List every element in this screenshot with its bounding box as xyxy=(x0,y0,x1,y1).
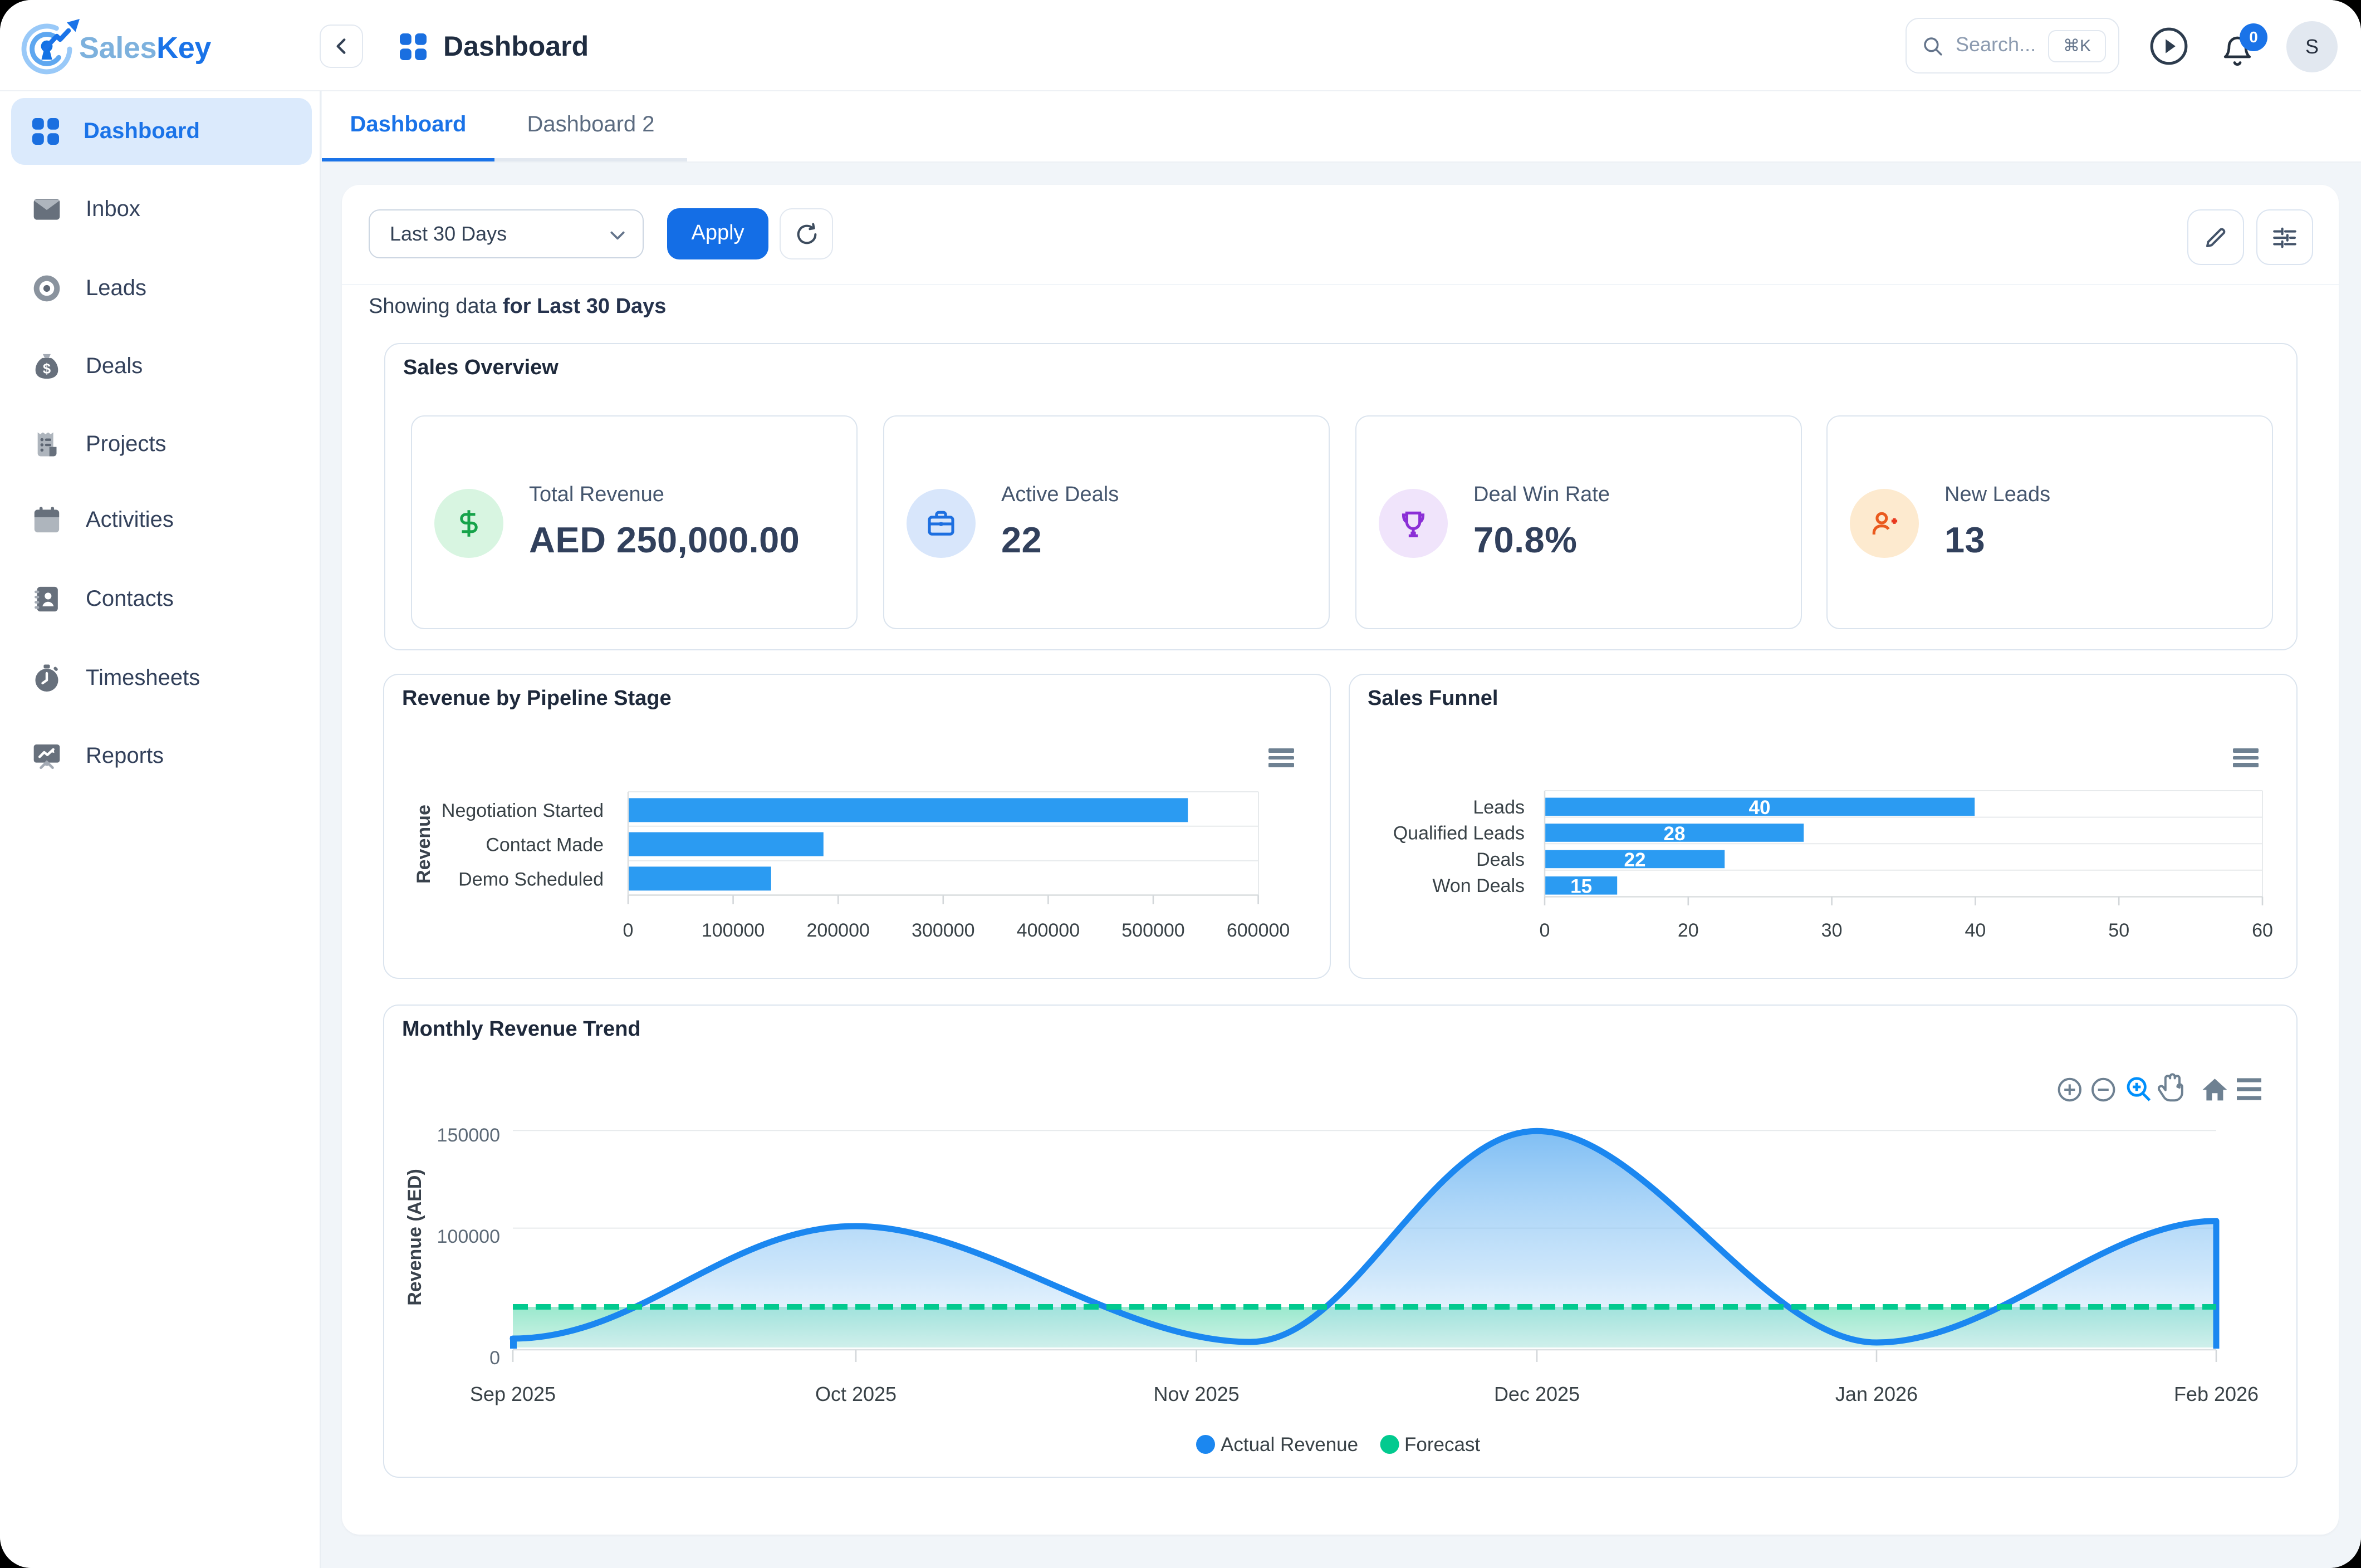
svg-text:Revenue: Revenue xyxy=(413,805,434,884)
svg-text:Dec 2025: Dec 2025 xyxy=(1494,1383,1580,1405)
svg-text:50: 50 xyxy=(2108,920,2129,941)
svg-text:60: 60 xyxy=(2252,920,2273,941)
svg-text:20: 20 xyxy=(1678,920,1699,941)
svg-text:Sep 2025: Sep 2025 xyxy=(470,1383,556,1405)
svg-text:Feb 2026: Feb 2026 xyxy=(2174,1383,2259,1405)
svg-text:100000: 100000 xyxy=(702,920,765,941)
svg-text:Qualified Leads: Qualified Leads xyxy=(1393,822,1525,844)
svg-text:28: 28 xyxy=(1664,823,1686,845)
svg-text:Oct 2025: Oct 2025 xyxy=(815,1383,897,1405)
svg-text:Nov 2025: Nov 2025 xyxy=(1154,1383,1240,1405)
svg-text:300000: 300000 xyxy=(912,920,974,941)
svg-text:100000: 100000 xyxy=(437,1226,500,1247)
svg-text:0: 0 xyxy=(1540,920,1550,941)
svg-text:200000: 200000 xyxy=(806,920,869,941)
svg-text:150000: 150000 xyxy=(437,1125,500,1146)
svg-text:Won Deals: Won Deals xyxy=(1432,875,1525,896)
svg-text:40: 40 xyxy=(1965,920,1986,941)
svg-text:400000: 400000 xyxy=(1017,920,1080,941)
svg-text:Revenue (AED): Revenue (AED) xyxy=(404,1169,425,1306)
svg-text:Leads: Leads xyxy=(1473,797,1525,818)
svg-text:0: 0 xyxy=(489,1347,500,1369)
svg-text:Actual Revenue: Actual Revenue xyxy=(1221,1434,1358,1456)
svg-text:40: 40 xyxy=(1749,797,1771,819)
svg-text:Negotiation Started: Negotiation Started xyxy=(442,800,604,821)
svg-text:Forecast: Forecast xyxy=(1404,1434,1480,1456)
svg-text:$: $ xyxy=(43,361,51,377)
svg-text:22: 22 xyxy=(1624,849,1646,871)
svg-text:Contact Made: Contact Made xyxy=(486,835,604,856)
svg-text:Demo Scheduled: Demo Scheduled xyxy=(458,869,604,890)
svg-text:600000: 600000 xyxy=(1227,920,1290,941)
svg-text:0: 0 xyxy=(623,920,634,941)
svg-text:Deals: Deals xyxy=(1476,849,1525,870)
svg-text:15: 15 xyxy=(1570,876,1592,898)
svg-text:30: 30 xyxy=(1821,920,1843,941)
svg-text:500000: 500000 xyxy=(1121,920,1184,941)
svg-text:Jan 2026: Jan 2026 xyxy=(1835,1383,1918,1405)
